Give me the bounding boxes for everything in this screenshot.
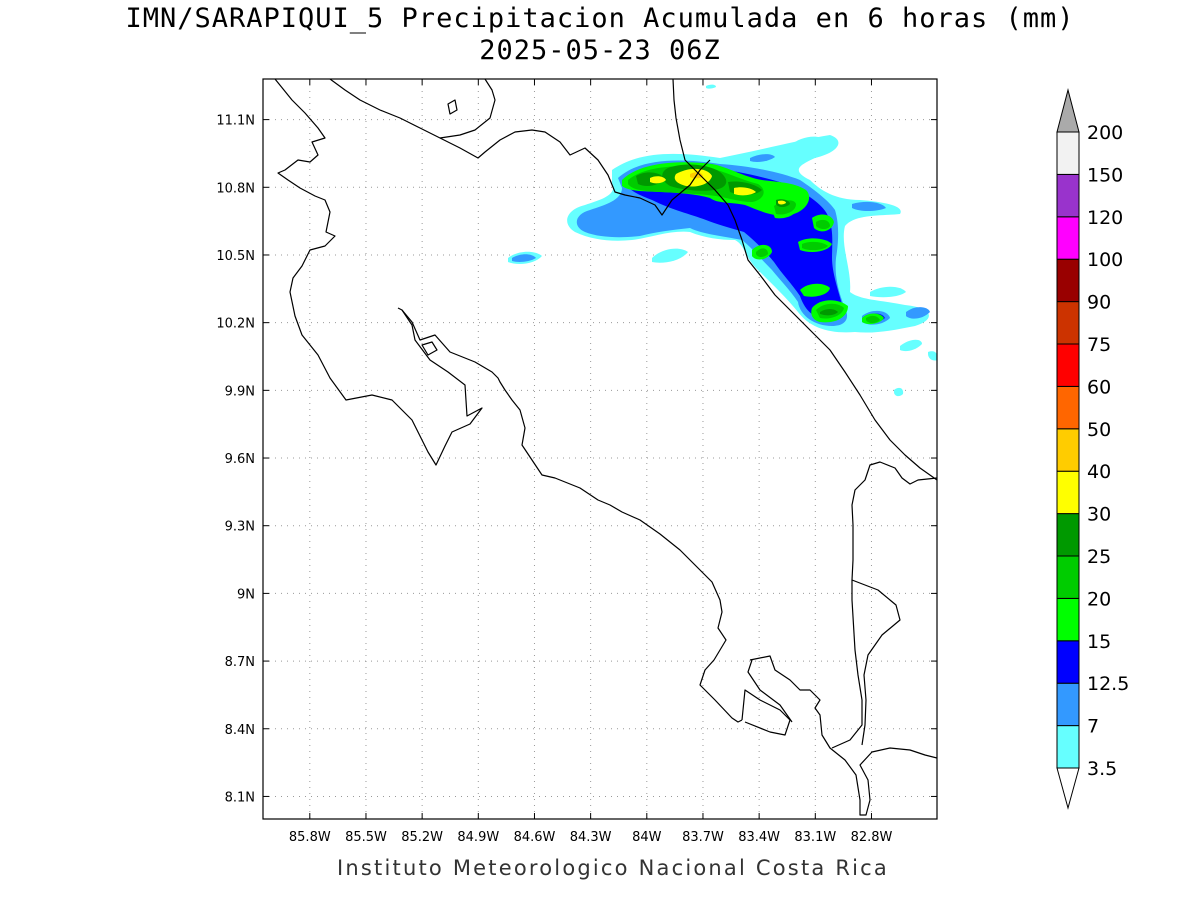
lat-tick-label: 11.1N bbox=[216, 114, 255, 129]
lat-tick-label: 9.6N bbox=[225, 452, 255, 467]
colorbar-box bbox=[1056, 131, 1080, 175]
lat-tick-label: 8.7N bbox=[225, 655, 255, 670]
lon-tick-label: 83.7W bbox=[682, 830, 724, 845]
colorbar-lower-triangle bbox=[1056, 767, 1080, 810]
colorbar-label: 150 bbox=[1087, 164, 1123, 186]
colorbar-box bbox=[1056, 682, 1080, 727]
colorbar-label: 3.5 bbox=[1087, 758, 1117, 780]
colorbar-box bbox=[1056, 725, 1080, 769]
lon-tick-label: 82.8W bbox=[851, 830, 893, 845]
colorbar-box bbox=[1056, 597, 1080, 642]
lon-tick-label: 85.8W bbox=[289, 830, 331, 845]
colorbar: 3.5 7 12.5 15 20 25 30 40 50 60 75 90 100 120 150 200 bbox=[1056, 88, 1129, 810]
colorbar-box bbox=[1056, 343, 1080, 387]
axis-ticks bbox=[263, 79, 937, 819]
colorbar-box bbox=[1056, 216, 1080, 260]
precipitation-field bbox=[508, 84, 937, 397]
lon-tick-label: 84.6W bbox=[514, 830, 556, 845]
colorbar-box bbox=[1056, 640, 1080, 684]
colorbar-box bbox=[1056, 555, 1080, 599]
colorbar-label: 40 bbox=[1087, 461, 1111, 483]
plot-frame bbox=[262, 78, 938, 820]
lat-tick-label: 10.2N bbox=[216, 317, 255, 332]
colorbar-upper-triangle bbox=[1056, 88, 1080, 133]
credit-text: Instituto Meteorologico Nacional Costa R… bbox=[337, 856, 889, 880]
lon-tick-label: 85.5W bbox=[345, 830, 387, 845]
colorbar-label: 7 bbox=[1087, 716, 1099, 738]
lat-tick-label: 9.3N bbox=[225, 520, 255, 535]
colorbar-box bbox=[1056, 428, 1080, 472]
colorbar-label: 200 bbox=[1087, 122, 1123, 144]
colorbar-label: 100 bbox=[1087, 249, 1123, 271]
colorbar-box bbox=[1056, 301, 1080, 345]
lat-tick-label: 10.5N bbox=[216, 249, 255, 264]
lat-tick-label: 9N bbox=[237, 587, 255, 602]
lon-tick-label: 83.1W bbox=[794, 830, 836, 845]
colorbar-label: 20 bbox=[1087, 588, 1111, 610]
lat-tick-label: 9.9N bbox=[225, 384, 255, 399]
colorbar-box bbox=[1056, 173, 1080, 218]
colorbar-label: 12.5 bbox=[1087, 673, 1129, 695]
lat-tick-label: 8.4N bbox=[225, 723, 255, 738]
lon-tick-label: 83.4W bbox=[738, 830, 780, 845]
colorbar-box bbox=[1056, 385, 1080, 430]
coastline bbox=[274, 79, 937, 816]
colorbar-box bbox=[1056, 470, 1080, 515]
lat-tick-label: 10.8N bbox=[216, 181, 255, 196]
colorbar-label: 50 bbox=[1087, 419, 1111, 441]
colorbar-label: 120 bbox=[1087, 207, 1123, 229]
lon-tick-label: 85.2W bbox=[401, 830, 443, 845]
latitude-labels: 11.1N 10.8N 10.5N 10.2N 9.9N 9.6N 9.3N 9N 8.7N 8.… bbox=[216, 114, 255, 806]
longitude-labels: 85.8W 85.5W 85.2W 84.9W 84.6W 84.3W 84W 83.7W 83… bbox=[289, 830, 893, 845]
lon-tick-label: 84.3W bbox=[570, 830, 612, 845]
colorbar-label: 90 bbox=[1087, 292, 1111, 314]
colorbar-label: 25 bbox=[1087, 546, 1111, 568]
map-gridlines bbox=[263, 79, 937, 819]
lat-tick-label: 8.1N bbox=[225, 790, 255, 805]
colorbar-label: 30 bbox=[1087, 504, 1111, 526]
colorbar-label: 15 bbox=[1087, 631, 1111, 653]
lon-tick-label: 84.9W bbox=[457, 830, 499, 845]
lon-tick-label: 84W bbox=[632, 830, 662, 845]
map-title: IMN/SARAPIQUI_5 Precipitacion Acumulada … bbox=[125, 3, 1075, 34]
colorbar-box bbox=[1056, 258, 1080, 303]
colorbar-label: 75 bbox=[1087, 334, 1111, 356]
colorbar-box bbox=[1056, 513, 1080, 557]
colorbar-label: 60 bbox=[1087, 376, 1111, 398]
map-valid-time: 2025-05-23 06Z bbox=[479, 35, 721, 66]
